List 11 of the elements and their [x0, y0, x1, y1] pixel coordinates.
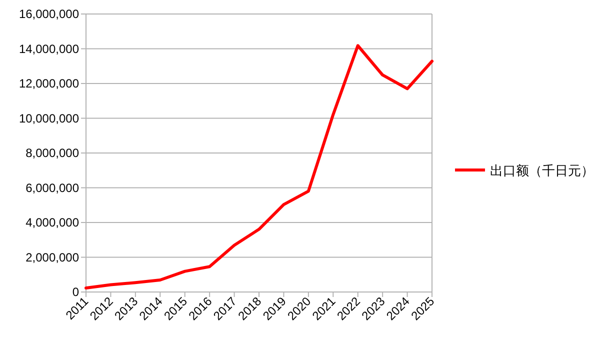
y-tick-label: 12,000,000 — [18, 76, 80, 90]
y-tick-label: 8,000,000 — [26, 146, 80, 160]
y-tick-label: 16,000,000 — [18, 7, 80, 21]
y-tick-label: 14,000,000 — [18, 42, 80, 56]
y-tick-label: 2,000,000 — [26, 250, 80, 264]
y-tick-label: 6,000,000 — [26, 180, 80, 195]
legend: 出口额（千日元） — [455, 163, 594, 178]
y-tick-label: 10,000,000 — [18, 111, 80, 126]
y-tick-label: 4,000,000 — [26, 216, 80, 230]
y-tick-label: 0 — [72, 285, 80, 299]
legend-label: 出口额（千日元） — [490, 163, 594, 178]
